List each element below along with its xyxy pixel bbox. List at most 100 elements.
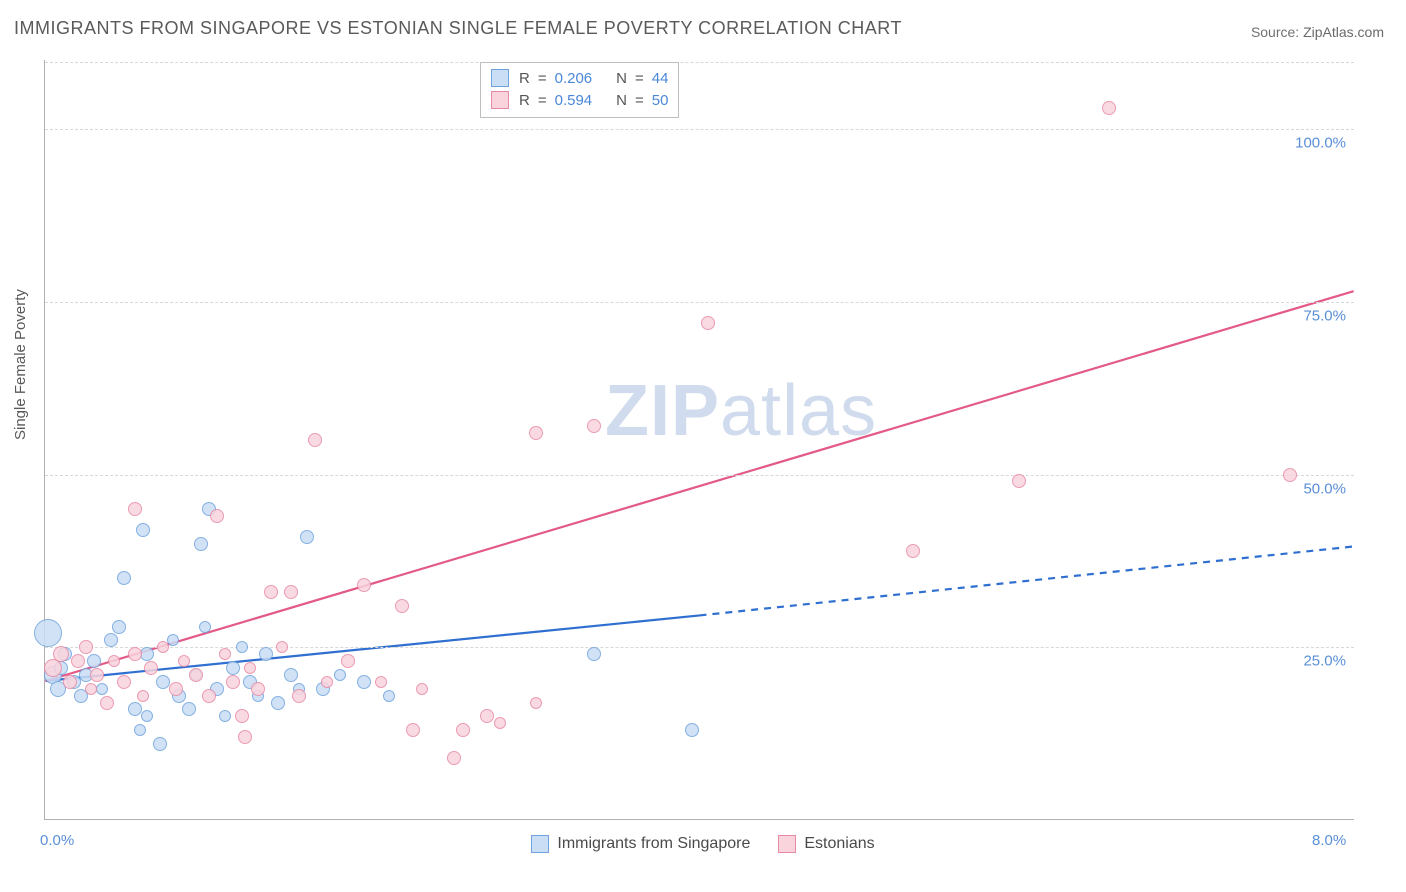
legend-r-label: R (519, 70, 530, 87)
data-point-estonians (375, 676, 387, 688)
ytick-label: 50.0% (1303, 480, 1346, 497)
data-point-singapore (226, 661, 240, 675)
data-point-estonians (587, 419, 601, 433)
legend-bottom-item-estonians: Estonians (778, 835, 874, 853)
data-point-estonians (1283, 468, 1297, 482)
legend-top-row-estonians: R=0.594N=50 (491, 89, 668, 111)
data-point-singapore (156, 675, 170, 689)
legend-n-label: N (616, 70, 627, 87)
data-point-singapore (236, 641, 248, 653)
ytick-label: 25.0% (1303, 653, 1346, 670)
watermark-rest: atlas (720, 371, 877, 451)
data-point-estonians (321, 676, 333, 688)
trend-line (45, 291, 1353, 681)
data-point-estonians (128, 647, 142, 661)
data-point-singapore (383, 690, 395, 702)
legend-swatch-icon (778, 835, 796, 853)
data-point-estonians (906, 544, 920, 558)
data-point-singapore (104, 633, 118, 647)
legend-bottom: Immigrants from Singapore Estonians (0, 835, 1406, 853)
data-point-estonians (90, 668, 104, 682)
gridline-h (45, 475, 1354, 476)
legend-r-value: 0.206 (555, 70, 593, 87)
watermark: ZIPatlas (605, 370, 877, 452)
data-point-estonians (1012, 474, 1026, 488)
data-point-estonians (701, 316, 715, 330)
data-point-estonians (53, 646, 69, 662)
data-point-singapore (87, 654, 101, 668)
data-point-estonians (456, 723, 470, 737)
source-label: Source: (1251, 24, 1299, 40)
data-point-singapore (685, 723, 699, 737)
data-point-estonians (63, 675, 77, 689)
data-point-estonians (219, 648, 231, 660)
data-point-estonians (85, 683, 97, 695)
data-point-estonians (169, 682, 183, 696)
legend-series-label: Immigrants from Singapore (557, 835, 750, 853)
data-point-singapore (199, 621, 211, 633)
legend-eq: = (635, 92, 644, 109)
data-point-singapore (271, 696, 285, 710)
data-point-estonians (530, 697, 542, 709)
data-point-estonians (406, 723, 420, 737)
trend-lines-layer (45, 60, 1354, 819)
legend-n-value: 50 (652, 92, 669, 109)
data-point-singapore (153, 737, 167, 751)
data-point-estonians (117, 675, 131, 689)
y-axis-label: Single Female Poverty (12, 289, 29, 440)
gridline-h (45, 302, 1354, 303)
data-point-singapore (219, 710, 231, 722)
data-point-estonians (284, 585, 298, 599)
legend-series-label: Estonians (804, 835, 874, 853)
data-point-estonians (235, 709, 249, 723)
legend-swatch-icon (531, 835, 549, 853)
legend-top-row-singapore: R = 0.206 N = 44 (491, 67, 668, 89)
xtick-label: 8.0% (1312, 832, 1346, 849)
data-point-singapore (96, 683, 108, 695)
data-point-estonians (226, 675, 240, 689)
data-point-estonians (292, 689, 306, 703)
data-point-estonians (202, 689, 216, 703)
source-value: ZipAtlas.com (1303, 24, 1384, 40)
legend-eq: = (635, 70, 644, 87)
data-point-singapore (334, 669, 346, 681)
data-point-estonians (108, 655, 120, 667)
data-point-singapore (259, 647, 273, 661)
data-point-estonians (416, 683, 428, 695)
data-point-singapore (34, 619, 62, 647)
legend-n-value: 44 (652, 70, 669, 87)
ytick-label: 100.0% (1295, 135, 1346, 152)
data-point-estonians (1102, 101, 1116, 115)
legend-n-label: N (616, 92, 627, 109)
data-point-estonians (447, 751, 461, 765)
watermark-bold: ZIP (605, 371, 720, 451)
legend-bottom-item-singapore: Immigrants from Singapore (531, 835, 750, 853)
data-point-estonians (308, 433, 322, 447)
source-attribution: Source: ZipAtlas.com (1251, 24, 1384, 40)
data-point-singapore (112, 620, 126, 634)
data-point-singapore (136, 523, 150, 537)
legend-top: R=0.206N=44R=0.594N=50 (480, 62, 679, 118)
legend-r-value: 0.594 (555, 92, 593, 109)
gridline-h (45, 62, 1354, 63)
data-point-estonians (157, 641, 169, 653)
data-point-estonians (264, 585, 278, 599)
data-point-estonians (189, 668, 203, 682)
data-point-estonians (144, 661, 158, 675)
xtick-label: 0.0% (40, 832, 74, 849)
legend-eq: = (538, 70, 547, 87)
data-point-estonians (357, 578, 371, 592)
data-point-singapore (587, 647, 601, 661)
chart-plot-area: ZIPatlas 25.0%50.0%75.0%100.0% (44, 60, 1354, 820)
data-point-singapore (182, 702, 196, 716)
legend-swatch-icon (491, 69, 509, 87)
data-point-estonians (480, 709, 494, 723)
data-point-singapore (284, 668, 298, 682)
data-point-estonians (178, 655, 190, 667)
data-point-singapore (194, 537, 208, 551)
data-point-estonians (100, 696, 114, 710)
gridline-h (45, 129, 1354, 130)
legend-r-label: R (519, 92, 530, 109)
data-point-estonians (494, 717, 506, 729)
data-point-estonians (276, 641, 288, 653)
